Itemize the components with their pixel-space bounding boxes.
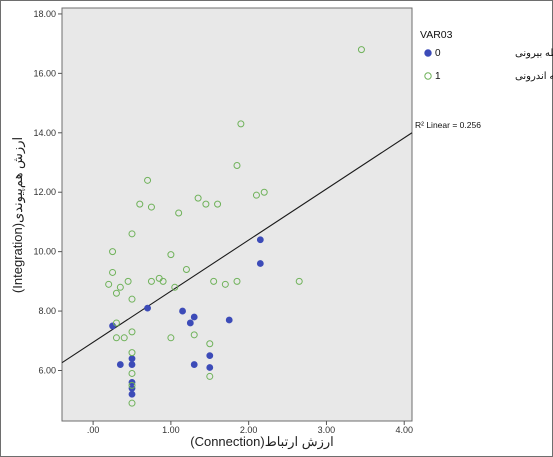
point-inside-zone [214,200,222,208]
point-inside-zone [124,277,132,285]
point-inside-zone [112,334,120,342]
point-inside-zone [175,209,183,217]
x-tick-label: .00 [87,425,100,435]
point-inside-zone [128,295,136,303]
point-inside-zone [190,331,198,339]
regression-line [61,132,413,364]
legend-marker-open [424,72,432,80]
point-inside-zone [182,265,190,273]
legend-marker-filled [424,49,432,57]
point-inside-zone [206,372,214,380]
point-outside-zone [190,313,198,321]
point-inside-zone [120,334,128,342]
legend-code: 1 [435,71,441,82]
legend-title: VAR03 [420,29,453,41]
point-outside-zone [116,361,124,368]
fit-line-layer: R² Linear = 0.256 [61,120,481,364]
x-tick-label: 2.00 [240,425,258,435]
series-0 [109,236,264,398]
plot-area [61,7,413,422]
y-tick-label: 12.00 [33,187,56,197]
point-inside-zone [194,194,202,202]
point-inside-zone [202,200,210,208]
point-inside-zone [167,251,175,259]
series-1 [105,46,365,407]
point-inside-zone [357,46,365,54]
point-inside-zone [252,191,260,199]
point-outside-zone [128,355,136,363]
point-inside-zone [233,277,241,285]
points-layer [105,46,365,407]
point-inside-zone [171,283,179,291]
point-inside-zone [128,381,136,389]
point-inside-zone [233,161,241,169]
point-inside-zone [112,319,120,327]
x-tick-label: 4.00 [395,425,413,435]
x-tick-label: 1.00 [162,425,180,435]
point-inside-zone [128,399,136,407]
y-tick-label: 18.00 [33,9,56,19]
axes-layer: .00 1.00 2.00 3.00 4.00 6.00 8.00 10.00 12.00 14.… [33,9,413,435]
x-tick-label: 3.00 [318,425,336,435]
legend-label: حیطه بیرونی [515,48,553,59]
point-outside-zone [206,352,214,360]
point-inside-zone [237,120,245,128]
point-inside-zone [116,283,124,291]
point-outside-zone [128,361,136,368]
point-outside-zone [144,304,151,312]
point-inside-zone [147,277,155,285]
legend-code: 0 [435,48,441,59]
point-inside-zone [128,349,136,357]
point-inside-zone [159,277,167,285]
point-outside-zone [186,319,194,327]
point-outside-zone [256,236,264,244]
point-inside-zone [128,328,136,336]
point-inside-zone [128,230,136,238]
point-inside-zone [128,369,136,377]
point-inside-zone [167,334,175,342]
point-inside-zone [260,188,268,196]
point-inside-zone [221,280,229,288]
point-outside-zone [256,260,264,267]
legend-label: حیطه اندرونی [515,71,553,82]
legend-entry-1: 1 حیطه اندرونی [424,71,553,82]
y-tick-label: 6.00 [38,365,56,375]
point-outside-zone [225,316,233,324]
y-tick-label: 16.00 [33,68,56,78]
y-tick-label: 10.00 [33,247,56,257]
point-inside-zone [105,280,113,288]
legend-entry-0: 0 حیطه بیرونی [424,48,553,59]
legend: VAR03 0 حیطه بیرونی 1 حیطه اندرونی [420,29,553,82]
point-inside-zone [112,289,120,297]
point-inside-zone [136,200,144,208]
y-tick-label: 8.00 [38,306,56,316]
point-outside-zone [128,390,136,398]
point-outside-zone [190,361,198,368]
r-squared-label: R² Linear = 0.256 [415,120,481,130]
point-outside-zone [206,364,214,371]
y-axis-label: ارزش هم‌پیوندی(Integration) [10,137,26,293]
point-outside-zone [179,307,186,315]
x-axis-label: ارزش ارتباط(Connection) [190,434,334,450]
point-inside-zone [206,340,214,348]
y-tick-label: 14.00 [33,128,56,138]
point-inside-zone [144,176,152,184]
point-inside-zone [109,268,117,276]
point-inside-zone [109,248,117,256]
point-inside-zone [210,277,218,285]
point-inside-zone [147,203,155,211]
point-inside-zone [295,277,303,285]
